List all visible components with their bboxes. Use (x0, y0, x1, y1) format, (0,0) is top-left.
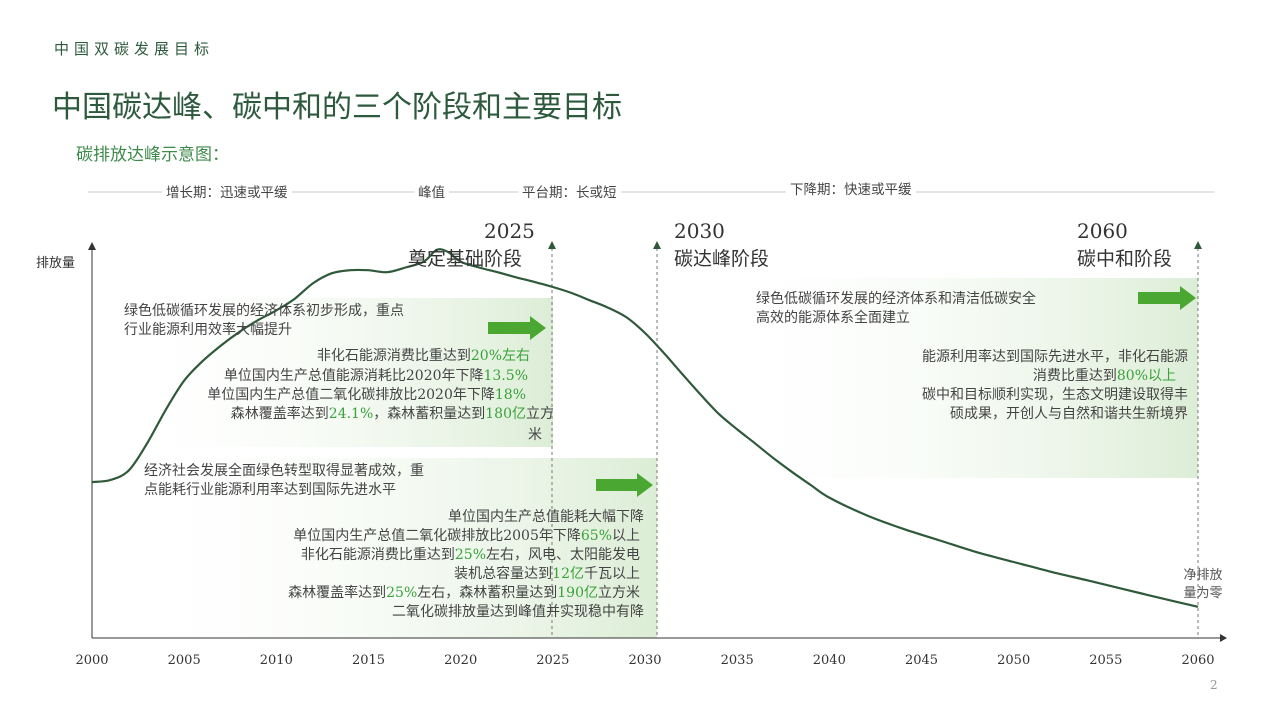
net-zero-label: 净排放量为零 (1183, 568, 1223, 601)
box-2025-bg (110, 298, 553, 447)
emissions-curve (91, 248, 1199, 608)
box-2060-line-4: 硕成果，开创人与自然和谐共生新境界 (950, 406, 1188, 422)
milestone-2030-year: 2030 (674, 219, 725, 243)
box-2030-line-4: 装机总容量达到12亿千瓦以上 (454, 566, 640, 582)
box-2060-heading-1: 绿色低碳循环发展的经济体系和清洁低碳安全 (756, 291, 1036, 307)
page-title: 中国碳达峰、碳中和的三个阶段和主要目标 (52, 90, 622, 125)
box-2030-line-3: 非化石能源消费比重达到25%左右，风电、太阳能发电 (300, 547, 640, 563)
box-2025-heading-1: 绿色低碳循环发展的经济体系初步形成，重点 (124, 303, 404, 319)
page-number: 2 (1210, 678, 1218, 692)
box-2030-bg (110, 458, 657, 638)
arrow-2060-icon (1138, 286, 1196, 310)
box-2030-heading-2: 点能耗行业能源利用率达到国际先进水平 (144, 482, 396, 498)
x-tick-label: 2005 (168, 653, 201, 668)
phase-decline: 下降期：快速或平缓 (786, 178, 916, 198)
box-2030-heading-1: 经济社会发展全面绿色转型取得显著成效，重 (144, 463, 424, 479)
x-tick-label: 2050 (997, 653, 1030, 668)
box-2025-line-3: 单位国内生产总值二氧化碳排放比2020年下降18% (207, 387, 526, 403)
x-tick-label: 2000 (75, 653, 108, 668)
box-2025-line-5: 米 (528, 427, 542, 443)
box-2030-line-1: 单位国内生产总值能耗大幅下降 (448, 509, 644, 525)
milestone-2025-name: 奠定基础阶段 (408, 248, 523, 270)
box-2025-line-1: 非化石能源消费比重达到20%左右 (316, 348, 530, 364)
arrow-2030-icon (596, 473, 653, 497)
x-tick-label: 2030 (628, 653, 661, 668)
box-2060-line-1: 能源利用率达到国际先进水平，非化石能源 (922, 349, 1188, 365)
divider-2025-arrow (548, 241, 556, 249)
x-tick-label: 2035 (721, 653, 754, 668)
divider-2060-arrow (1194, 241, 1202, 249)
milestone-2060-name: 碳中和阶段 (1077, 248, 1173, 270)
box-2030-line-5: 森林覆盖率达到25%左右，森林蓄积量达到190亿立方米 (288, 585, 640, 601)
box-2060-line-2: 消费比重达到80%以上 (1032, 368, 1176, 384)
subtitle: 中国双碳发展目标 (54, 40, 215, 58)
x-tick-label: 2010 (260, 653, 293, 668)
chart-intro: 碳排放达峰示意图： (76, 145, 229, 165)
y-axis-label: 排放量 (36, 256, 76, 271)
milestone-2025-year: 2025 (484, 219, 535, 243)
divider-2030-arrow (653, 241, 661, 249)
phase-growth: 增长期：迅速或平缓 (162, 181, 292, 201)
x-tick-label: 2040 (813, 653, 846, 668)
x-tick-label: 2055 (1089, 653, 1122, 668)
milestone-2030-name: 碳达峰阶段 (674, 248, 770, 270)
box-2060-bg (716, 278, 1198, 478)
y-axis-arrow (88, 242, 96, 250)
x-tick-label: 2060 (1181, 653, 1214, 668)
milestone-2060-year: 2060 (1077, 219, 1128, 243)
x-axis-arrow (1220, 634, 1227, 642)
box-2025-heading-2: 行业能源利用效率大幅提升 (124, 322, 292, 338)
phase-peak: 峰值 (414, 181, 449, 201)
box-2025-line-4: 森林覆盖率达到24.1%，森林蓄积量达到180亿立方 (230, 406, 554, 422)
box-2030-line-2: 单位国内生产总值二氧化碳排放比2005年下降65%以上 (293, 528, 640, 544)
x-tick-label: 2045 (905, 653, 938, 668)
arrow-2025-icon (488, 316, 546, 340)
box-2060-heading-2: 高效的能源体系全面建立 (756, 310, 910, 326)
x-tick-label: 2020 (444, 653, 477, 668)
x-tick-label: 2025 (536, 653, 569, 668)
phase-plateau: 平台期：长或短 (518, 181, 621, 201)
box-2060-line-3: 碳中和目标顺利实现，生态文明建设取得丰 (922, 387, 1188, 403)
x-tick-label: 2015 (352, 653, 385, 668)
box-2030-line-6: 二氧化碳排放量达到峰值并实现稳中有降 (392, 604, 644, 620)
x-ticks: 2000 2005 2010 2015 2020 2025 2030 2035 2040 2045… (75, 653, 1214, 668)
box-2025-line-2: 单位国内生产总值能源消耗比2020年下降13.5% (223, 368, 528, 384)
